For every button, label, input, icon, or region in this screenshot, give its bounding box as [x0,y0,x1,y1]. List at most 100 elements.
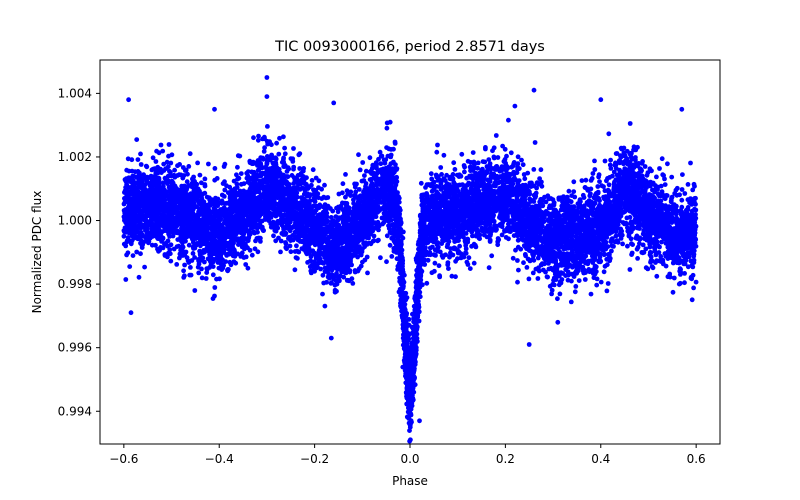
data-point [340,181,346,187]
data-point [357,167,363,173]
data-point [571,189,577,195]
data-point [493,133,499,138]
data-point [166,142,172,147]
data-point [571,179,577,185]
data-point [654,174,659,180]
data-point [438,165,444,170]
data-point [251,135,256,141]
data-point [471,260,477,266]
data-point [509,164,514,170]
data-point [243,262,249,267]
data-point [435,247,440,253]
data-point [341,274,347,280]
data-point [238,171,244,177]
data-point [642,164,648,169]
data-point [680,172,685,178]
data-point [682,191,688,196]
data-point [323,195,329,201]
data-point [135,157,141,163]
data-point [158,142,164,148]
data-point [620,241,625,247]
data-point [182,262,188,268]
data-point [388,152,394,158]
data-point [605,281,611,286]
data-point [685,182,691,187]
data-point [238,181,244,187]
data-point [195,160,201,166]
data-point [351,197,356,203]
data-point [657,166,662,171]
data-point [322,303,328,309]
data-point [360,160,366,165]
data-point [595,184,601,189]
data-point [504,153,509,159]
data-point [142,264,148,270]
data-point [186,242,192,248]
data-point [679,187,685,192]
data-point [196,258,202,264]
data-point [453,258,458,264]
data-point [378,161,384,167]
data-point [549,287,555,293]
data-point [639,161,645,166]
data-point [384,125,390,131]
data-point [203,276,209,281]
data-point [516,267,521,273]
data-point [183,249,189,255]
data-point [486,157,492,163]
data-point [555,296,560,302]
data-point [582,277,588,282]
data-point [508,150,514,156]
data-point [549,291,554,297]
data-point [441,152,447,158]
data-point [310,167,316,173]
data-point [530,270,536,276]
data-point [495,176,500,181]
data-point [435,142,440,148]
data-point [162,175,168,181]
data-point [669,174,675,180]
data-point [134,137,140,143]
data-point [345,191,351,197]
data-point [210,272,216,278]
data-point [511,160,517,165]
data-point [679,197,685,203]
data-point [511,233,517,239]
data-point [433,253,438,258]
data-point [212,166,218,171]
data-point [181,275,187,280]
data-point [606,182,612,188]
data-point [590,171,596,176]
data-point [506,117,511,123]
data-point [685,205,691,210]
data-point [609,248,614,254]
data-point [521,260,526,266]
data-point [365,270,370,276]
data-point [678,272,683,277]
data-point [451,160,457,166]
data-point [467,266,473,271]
data-point [650,265,656,271]
data-point [538,167,544,173]
data-point [607,175,612,180]
data-point [282,145,287,151]
data-point [682,280,687,286]
data-point [566,188,572,194]
data-point [608,157,613,163]
data-point [175,173,180,178]
data-point [322,182,327,188]
data-point [172,167,178,173]
data-point [532,140,538,145]
data-point [685,264,691,270]
data-point [490,148,495,154]
data-point [611,169,617,175]
data-point [278,249,283,255]
data-point [690,264,696,270]
chart-title: TIC 0093000166, period 2.8571 days [274,39,545,55]
data-point [282,151,288,157]
data-point [627,121,633,126]
data-point [434,149,440,155]
data-point [607,162,613,168]
data-point [429,188,435,194]
data-point [691,253,697,259]
